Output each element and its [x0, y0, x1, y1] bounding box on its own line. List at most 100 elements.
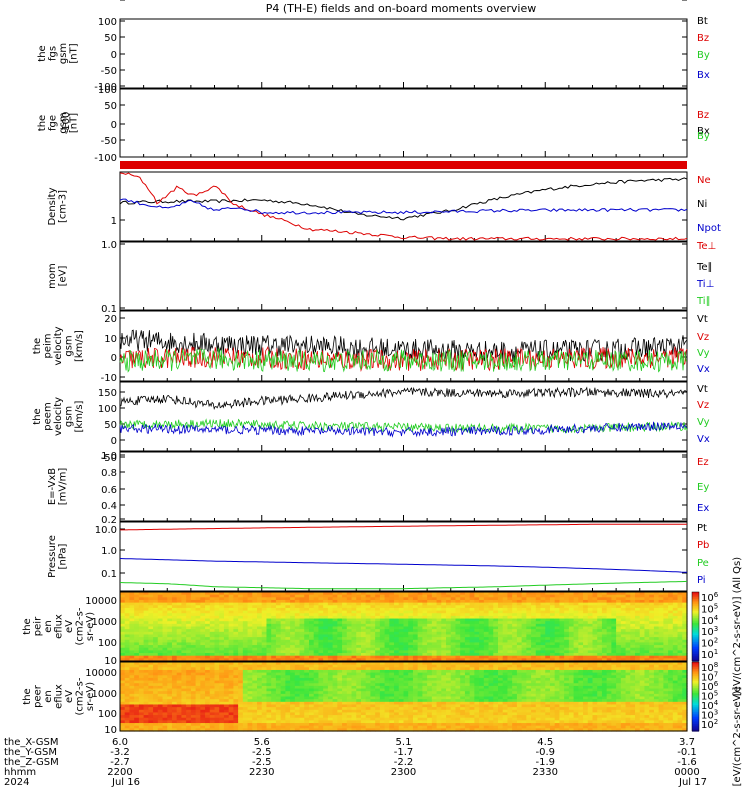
heatmap-cell	[653, 637, 660, 641]
heatmap-cell	[138, 688, 145, 692]
heatmap-cell	[153, 728, 159, 732]
heatmap-cell	[573, 623, 579, 628]
heatmap-cell	[441, 637, 447, 641]
heatmap-cell	[469, 629, 475, 633]
heatmap-cell	[176, 699, 183, 703]
heatmap-cell	[578, 610, 584, 614]
heatmap-cell	[479, 655, 485, 659]
heatmap-cell	[176, 720, 183, 724]
y-axis-label: eV	[64, 690, 75, 703]
heatmap-cell	[616, 642, 622, 646]
heatmap-cell	[209, 599, 216, 604]
heatmap-cell	[134, 613, 140, 617]
heatmap-cell	[171, 618, 178, 622]
heatmap-cell	[257, 615, 263, 620]
heatmap-cell	[677, 599, 683, 604]
heatmap-cell	[474, 655, 480, 659]
heatmap-cell	[356, 597, 362, 601]
heatmap-cell	[134, 675, 140, 679]
heatmap-cell	[157, 653, 164, 657]
heatmap-cell	[587, 642, 594, 646]
heatmap-cell	[549, 637, 556, 641]
heatmap-cell	[223, 667, 230, 671]
heatmap-cell	[247, 623, 253, 628]
heatmap-cell	[417, 597, 423, 601]
heatmap-cell	[545, 645, 551, 649]
heatmap-cell	[337, 667, 343, 671]
heatmap-cell	[233, 709, 239, 714]
y-axis-label: the	[22, 618, 33, 634]
heatmap-cell	[531, 647, 537, 651]
colorbar-segment	[692, 621, 699, 624]
heatmap-cell	[205, 605, 211, 609]
y-tick-label: 20	[104, 314, 117, 325]
heatmap-cell	[644, 602, 650, 606]
heatmap-cell	[195, 639, 201, 644]
colorbar-segment	[692, 605, 699, 609]
heatmap-cell	[549, 647, 556, 651]
heatmap-cell	[143, 613, 149, 617]
heatmap-cell	[412, 594, 419, 598]
heatmap-cell	[190, 621, 197, 625]
heatmap-cell	[346, 672, 353, 676]
heatmap-cell	[375, 618, 381, 622]
heatmap-cell	[356, 650, 362, 654]
heatmap-cell	[474, 615, 480, 620]
heatmap-cell	[219, 696, 225, 700]
heatmap-cell	[190, 629, 197, 633]
heatmap-cell	[620, 597, 627, 601]
heatmap-cell	[573, 610, 579, 614]
heatmap-cell	[266, 675, 272, 679]
heatmap-cell	[403, 623, 409, 628]
heatmap-cell	[181, 618, 187, 622]
heatmap-cell	[304, 709, 310, 714]
heatmap-cell	[663, 607, 669, 612]
heatmap-cell	[313, 699, 320, 703]
heatmap-cell	[573, 634, 579, 638]
heatmap-cell	[389, 623, 395, 628]
heatmap-cell	[408, 631, 414, 636]
heatmap-cell	[332, 667, 338, 671]
heatmap-cell	[294, 662, 301, 666]
heatmap-cell	[370, 655, 376, 659]
heatmap-cell	[360, 639, 367, 644]
heatmap-cell	[446, 618, 452, 622]
heatmap-cell	[120, 662, 126, 666]
heatmap-cell	[597, 592, 603, 596]
heatmap-cell	[299, 599, 305, 604]
heatmap-cell	[134, 642, 140, 646]
series-line-Npot	[119, 198, 688, 215]
heatmap-cell	[223, 683, 230, 687]
heatmap-cell	[266, 723, 272, 727]
heatmap-cell	[389, 631, 395, 636]
legend-entry: Bt	[697, 16, 708, 27]
heatmap-cell	[630, 647, 636, 651]
heatmap-cell	[275, 704, 282, 708]
heatmap-cell	[446, 655, 452, 659]
legend-entry: Bx	[697, 70, 710, 81]
heatmap-cell	[639, 629, 646, 633]
colorbar-segment	[692, 652, 699, 655]
heatmap-cell	[323, 662, 329, 666]
heatmap-cell	[252, 707, 258, 711]
y-tick-label: 10000	[85, 668, 117, 679]
heatmap-cell	[313, 691, 320, 695]
heatmap-cell	[171, 699, 178, 703]
heatmap-cell	[129, 683, 135, 687]
heatmap-cell	[275, 626, 282, 630]
heatmap-cell	[474, 602, 480, 606]
heatmap-cell	[176, 728, 183, 732]
heatmap-cell	[190, 704, 197, 708]
heatmap-cell	[663, 623, 669, 628]
heatmap-cell	[460, 645, 466, 649]
heatmap-cell	[658, 615, 664, 620]
y-tick-label: 100	[98, 404, 117, 415]
heatmap-cell	[171, 688, 178, 692]
heatmap-cell	[568, 594, 575, 598]
heatmap-cell	[181, 642, 187, 646]
heatmap-cell	[271, 691, 277, 695]
y-axis-label: gsm	[58, 112, 69, 133]
heatmap-cell	[304, 712, 310, 716]
heatmap-cell	[181, 639, 187, 644]
heatmap-cell	[332, 664, 338, 668]
